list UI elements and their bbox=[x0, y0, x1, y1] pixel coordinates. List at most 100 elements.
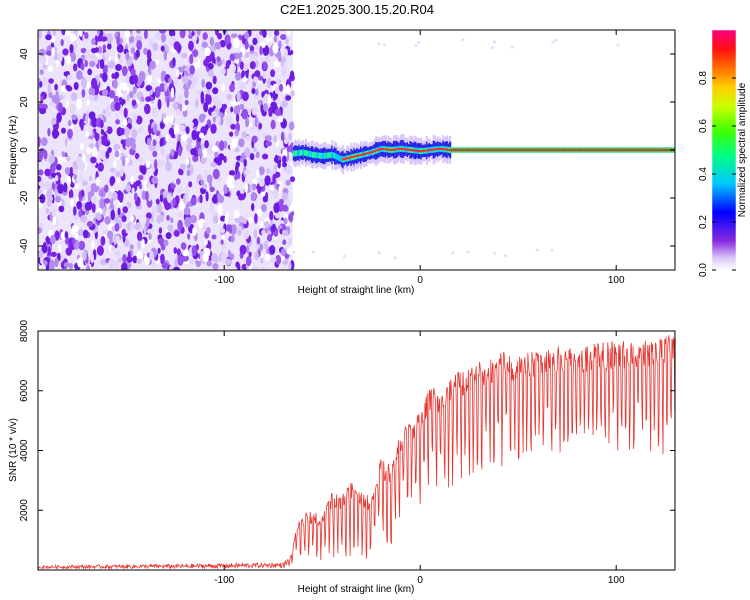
noise-blob bbox=[264, 93, 269, 103]
sparse-point bbox=[554, 39, 557, 42]
noise-blob bbox=[265, 141, 273, 147]
noise-blob bbox=[183, 194, 187, 204]
noise-blob bbox=[212, 215, 219, 224]
noise-blob bbox=[65, 84, 72, 91]
noise-blob bbox=[253, 45, 259, 51]
noise-blob bbox=[99, 119, 104, 129]
noise-blob bbox=[73, 206, 77, 216]
noise-blob bbox=[69, 44, 74, 54]
noise-blob bbox=[41, 137, 48, 147]
noise-blob bbox=[84, 32, 89, 39]
snr-line bbox=[38, 335, 675, 570]
noise-blob bbox=[89, 60, 96, 68]
noise-blob bbox=[207, 62, 214, 70]
noise-blob bbox=[247, 107, 251, 114]
noise-blob bbox=[182, 250, 189, 257]
noise-blob bbox=[277, 40, 282, 49]
noise-blob bbox=[229, 53, 235, 61]
noise-blob bbox=[167, 193, 172, 204]
noise-blob bbox=[249, 60, 256, 70]
track-core bbox=[321, 152, 324, 159]
noise-blob bbox=[38, 136, 41, 148]
noise-blob bbox=[244, 147, 251, 158]
noise-blob bbox=[126, 72, 130, 82]
noise-blob bbox=[180, 163, 187, 171]
noise-blob bbox=[258, 122, 263, 130]
noise-blob bbox=[265, 168, 271, 174]
noise-blob bbox=[251, 88, 256, 95]
noise-blob bbox=[86, 81, 91, 89]
noise-blob bbox=[121, 215, 127, 223]
noise-blob bbox=[146, 181, 151, 189]
noise-blob bbox=[115, 64, 122, 71]
track-core bbox=[331, 151, 334, 158]
noise-blob bbox=[100, 236, 106, 246]
track-core bbox=[299, 149, 302, 156]
noise-blob bbox=[124, 127, 130, 138]
noise-blob bbox=[129, 244, 134, 250]
noise-blob bbox=[113, 160, 117, 169]
noise-blob bbox=[130, 223, 135, 230]
noise-blob bbox=[258, 75, 263, 81]
track-core bbox=[320, 152, 323, 159]
noise-blob bbox=[248, 122, 253, 128]
noise-blob bbox=[103, 115, 107, 123]
noise-blob bbox=[152, 139, 157, 147]
noise-blob bbox=[125, 51, 130, 61]
noise-blob bbox=[114, 150, 120, 158]
noise-blob bbox=[264, 253, 271, 261]
noise-blob bbox=[152, 42, 159, 52]
noise-blob bbox=[51, 207, 57, 218]
noise-blob bbox=[211, 253, 218, 263]
noise-blob bbox=[277, 159, 281, 169]
noise-blob bbox=[106, 126, 113, 135]
noise-blob bbox=[286, 197, 292, 208]
noise-blob bbox=[185, 185, 189, 196]
noise-blob bbox=[282, 148, 288, 158]
noise-blob bbox=[159, 122, 165, 130]
noise-blob bbox=[62, 48, 69, 56]
noise-blob bbox=[152, 150, 158, 158]
noise-blob bbox=[242, 76, 248, 83]
noise-blob bbox=[181, 104, 187, 112]
noise-blob bbox=[210, 161, 217, 168]
noise-blob bbox=[119, 167, 124, 177]
noise-blob bbox=[204, 124, 209, 131]
noise-blob bbox=[86, 98, 90, 106]
spectrogram-xtick-label: 0 bbox=[417, 275, 423, 286]
noise-blob bbox=[76, 157, 84, 166]
noise-blob bbox=[116, 177, 120, 185]
noise-blob bbox=[84, 202, 91, 211]
noise-blob bbox=[139, 126, 144, 133]
noise-blob bbox=[124, 157, 130, 165]
noise-blob bbox=[70, 92, 78, 102]
noise-blob bbox=[260, 203, 267, 213]
noise-blob bbox=[137, 239, 141, 250]
noise-blob bbox=[145, 190, 149, 201]
noise-blob bbox=[60, 39, 64, 47]
noise-blob bbox=[279, 198, 284, 205]
noise-blob bbox=[41, 244, 48, 254]
noise-blob bbox=[229, 170, 236, 176]
track-core bbox=[295, 150, 298, 157]
track-core bbox=[313, 151, 316, 158]
noise-blob bbox=[186, 169, 191, 177]
noise-blob bbox=[288, 121, 295, 131]
noise-blob bbox=[165, 232, 172, 240]
colorbar-tick-label: 0.4 bbox=[698, 167, 709, 181]
noise-blob bbox=[211, 195, 218, 204]
noise-blob bbox=[85, 48, 90, 59]
noise-blob bbox=[108, 90, 116, 99]
noise-blob bbox=[69, 33, 77, 42]
noise-blob bbox=[38, 227, 42, 234]
noise-blob bbox=[289, 176, 296, 183]
sparse-point bbox=[510, 45, 514, 49]
noise-blob bbox=[282, 155, 287, 164]
noise-blob bbox=[80, 189, 85, 198]
noise-blob bbox=[182, 75, 189, 85]
noise-blob bbox=[68, 189, 74, 200]
noise-blob bbox=[159, 30, 167, 34]
noise-blob bbox=[285, 37, 289, 45]
colorbar-tick-label: 0.6 bbox=[698, 119, 709, 133]
noise-blob bbox=[283, 217, 288, 225]
